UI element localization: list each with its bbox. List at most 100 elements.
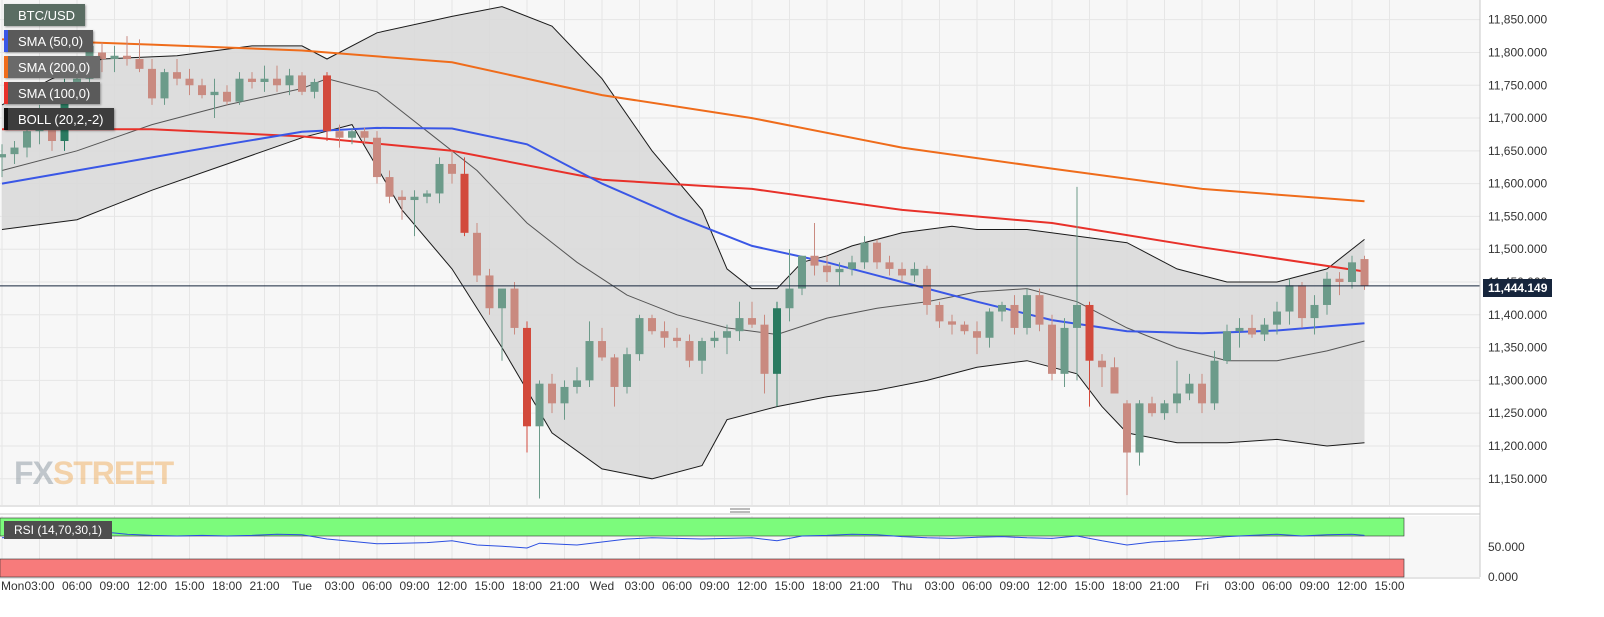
candle-body [1085,304,1094,361]
time-tick-label: 03:00 [924,579,954,593]
candle-body [1348,262,1356,283]
candle-body [735,318,744,332]
candle-body [548,383,556,404]
candle [1223,324,1231,364]
candle-body [1160,403,1169,414]
rsi-oversold-zone [0,558,1405,578]
time-tick-label: 15:00 [474,579,504,593]
candle-body [423,193,431,197]
candle-body [623,354,631,387]
candle-body [123,55,131,60]
time-tick-label: 09:00 [699,579,729,593]
time-tick-label: 21:00 [249,579,279,593]
candle [773,301,781,407]
legend-sma-100[interactable]: SMA (100,0) [4,82,101,104]
time-tick-label: 03:00 [324,579,354,593]
time-tick-label: 15:00 [774,579,804,593]
time-tick-label: 21:00 [549,579,579,593]
candle-body [160,72,169,99]
candle-body [1310,304,1319,319]
legend-rsi[interactable]: RSI (14,70,30,1) [4,521,113,539]
candle [248,72,256,89]
candle [210,78,219,119]
candle-body [960,324,969,332]
rsi-line [1,531,1365,549]
candle [1323,272,1331,315]
candle-body [510,288,519,328]
candle-body [235,78,244,102]
candle [1073,186,1081,381]
candle-body [710,337,719,342]
candle [1285,278,1294,325]
legend-pair[interactable]: BTC/USD [4,4,86,26]
sma-50-line [1,126,1365,335]
candle [285,68,294,96]
candle [510,282,519,335]
candle-body [448,163,456,174]
candle-body [898,268,906,276]
candle [548,373,556,414]
candle-body [1335,278,1344,283]
candle-body [1198,383,1206,404]
candle-body [373,137,381,178]
time-tick-label: 12:00 [137,579,167,593]
time-tick-label: 15:00 [174,579,204,593]
candle [873,239,881,269]
candle-body [760,324,769,374]
time-tick-label: 09:00 [399,579,429,593]
price-tick-label: 11,600.000 [1488,177,1547,191]
candle-body [935,304,944,322]
time-tick-label: 03:00 [1224,579,1254,593]
candle-body [873,242,881,263]
candle [223,85,231,105]
candle-body [73,78,81,82]
candle [610,354,619,407]
candle-body [635,318,644,355]
candle [1160,400,1169,420]
candle-body [1123,403,1131,453]
candle [785,249,794,322]
candle-body [1148,403,1156,414]
candle [1260,318,1269,342]
candle-body [1023,295,1031,328]
time-tick-label: 18:00 [212,579,242,593]
price-tick-label: 11,800.000 [1488,45,1547,59]
candle [448,150,456,184]
candle-body [285,75,294,86]
candle [973,321,981,355]
legend-sma-50[interactable]: SMA (50,0) [4,30,94,52]
candle [123,36,131,66]
candle [1248,314,1256,338]
candle-body [773,308,781,374]
candle-body [1273,311,1281,325]
time-tick-label: 18:00 [512,579,542,593]
legend-sma-200[interactable]: SMA (200,0) [4,56,101,78]
price-tick-label: 11,750.000 [1488,78,1547,92]
candle [1198,373,1206,414]
candle-body [985,311,994,338]
time-tick-label: 06:00 [662,579,692,593]
price-tick-label: 11,400.000 [1488,308,1547,322]
candle-body [660,331,669,338]
candle-body [1285,285,1294,312]
pane-resize-handle [730,508,750,513]
candle-body [885,262,894,269]
candle [723,324,731,355]
candle [498,288,506,361]
candle-body [273,78,281,86]
candle-body [323,75,331,132]
candle-body [185,78,194,86]
legend-bollinger[interactable]: BOLL (20,2,-2) [4,108,114,130]
candle-body [848,262,856,269]
candle [1135,400,1144,466]
candle-body [785,288,794,309]
price-tick-label: 11,700.000 [1488,111,1547,125]
time-tick-label: 06:00 [62,579,92,593]
candle-body [1173,393,1181,404]
candle [135,39,144,73]
time-tick-label: 09:00 [99,579,129,593]
candle-body [810,255,819,266]
time-tick-label: 03:00 [24,579,54,593]
